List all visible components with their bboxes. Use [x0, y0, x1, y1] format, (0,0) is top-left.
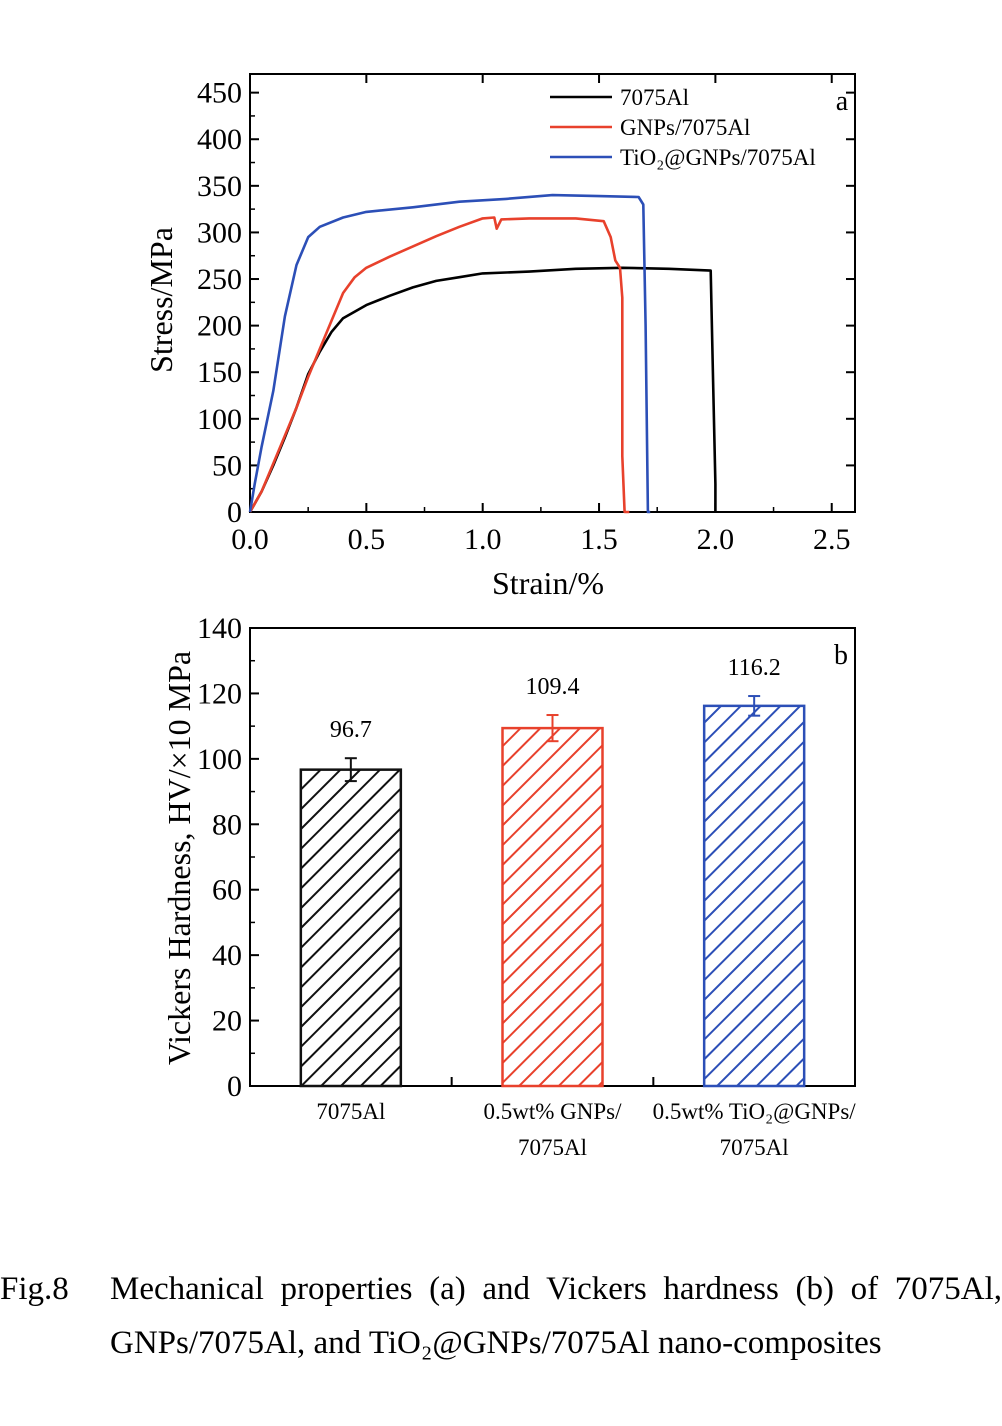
x-tick-label: 2.0: [697, 523, 735, 556]
x-tick-label: 0.0: [231, 523, 269, 556]
series-line-1: [248, 216, 630, 514]
y-tick-label: 350: [197, 170, 242, 203]
value-label-0: 96.7: [330, 717, 372, 743]
y-tick-label: 20: [212, 1005, 242, 1038]
category-label-line2-1: 7075Al: [518, 1135, 587, 1160]
plot-area-a: [249, 73, 856, 513]
series-line-2: [248, 193, 651, 514]
y-tick-label: 40: [212, 939, 242, 972]
legend-label-0: 7075Al: [620, 85, 689, 110]
y-tick-label: 140: [197, 612, 242, 645]
legend-label-2: TiO₂@GNPs/7075Al: [620, 145, 816, 170]
x-tick-label: 0.5: [348, 523, 386, 556]
y-tick-label: 100: [197, 403, 242, 436]
value-label-2: 116.2: [728, 655, 781, 681]
x-axis-label-a: Strain/%: [492, 565, 604, 601]
y-tick-label: 120: [197, 677, 242, 710]
y-tick-label: 450: [197, 77, 242, 110]
panel-label-a: a: [836, 86, 849, 117]
y-axis-label-a: Stress/MPa: [143, 227, 179, 373]
caption-text: Mechanical properties (a) and Vickers ha…: [110, 1271, 1002, 1361]
y-tick-label: 80: [212, 808, 242, 841]
stress-strain-chart: 0.0 0.5 1.0 1.5 2.0 2.5 0 50 100 150 200 250 300 350 4…: [143, 73, 856, 601]
y-tick-label: 0: [227, 1070, 242, 1103]
y-tick-label: 300: [197, 216, 242, 249]
legend: 7075Al GNPs/7075Al TiO₂@GNPs/7075Al: [550, 85, 816, 170]
y-tick-label: 150: [197, 356, 242, 389]
x-tick-label: 2.5: [813, 523, 851, 556]
y-tick-label: 50: [212, 449, 242, 482]
figure: 0.0 0.5 1.0 1.5 2.0 2.50501001502002503003504…: [143, 73, 856, 1160]
axis-ticks-b: 0 20 40 60 80 100 120 140: [197, 612, 655, 1103]
caption-label: Fig.8: [0, 1271, 69, 1307]
category-label-2: 0.5wt% TiO₂@GNPs/: [653, 1099, 857, 1124]
bar-0: [299, 768, 403, 1088]
y-tick-label: 400: [197, 123, 242, 156]
bar-2: [702, 704, 806, 1088]
x-tick-label: 1.0: [464, 523, 502, 556]
panel-label-b: b: [834, 640, 848, 671]
category-label-1: 0.5wt% GNPs/: [483, 1099, 622, 1124]
bar-1: [501, 726, 604, 1088]
hardness-bar-chart: 0 20 40 60 80 100 120 140 96.7 7075Al 109.4 0.5wt%…: [161, 612, 856, 1160]
y-tick-label: 100: [197, 743, 242, 776]
y-tick-label: 60: [212, 874, 242, 907]
y-tick-label: 0: [227, 496, 242, 529]
category-label-0: 7075Al: [316, 1099, 385, 1124]
legend-label-1: GNPs/7075Al: [620, 115, 750, 140]
category-label-line2-2: 7075Al: [720, 1135, 789, 1160]
y-axis-label-b: Vickers Hardness, HV/×10 MPa: [161, 651, 197, 1065]
series-lines: [248, 193, 717, 514]
value-label-1: 109.4: [526, 674, 580, 700]
axis-ticks-a: 0.0 0.5 1.0 1.5 2.0 2.5 0 50 100 150 200 250 300 350 4…: [197, 74, 855, 556]
bars: 96.7 7075Al 109.4 0.5wt% GNPs/7075Al 116.2 0.…: [299, 655, 857, 1160]
x-tick-label: 1.5: [580, 523, 618, 556]
y-tick-label: 200: [197, 310, 242, 343]
y-tick-label: 250: [197, 263, 242, 296]
